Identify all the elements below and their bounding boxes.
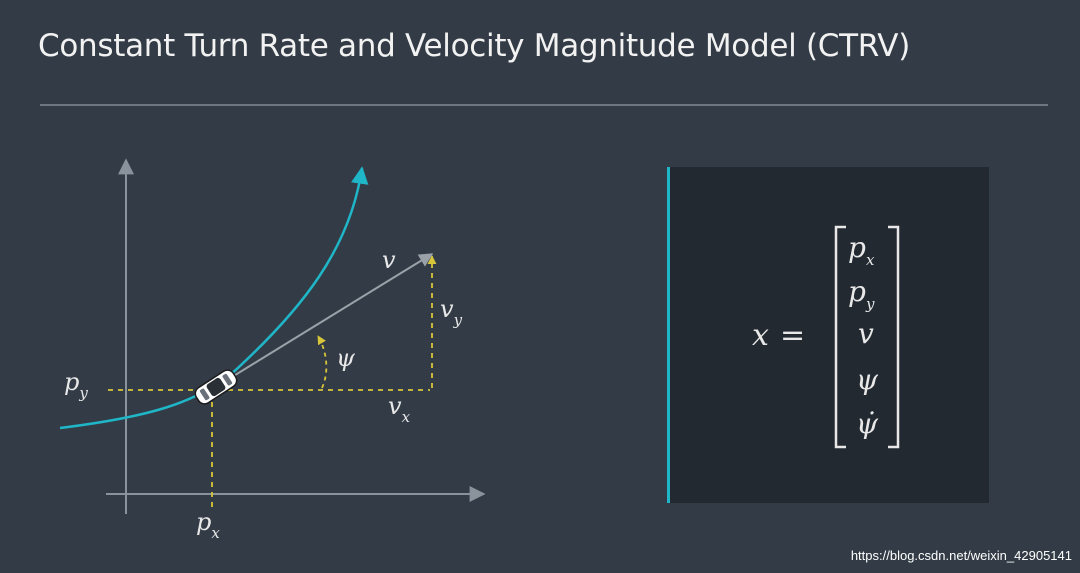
car-icon <box>194 369 238 405</box>
label-vy: vy <box>440 295 463 329</box>
label-vx: vx <box>388 392 411 426</box>
state-vector-equation: x = px py v ψ ψ̇ <box>752 225 900 449</box>
right-bracket <box>888 225 900 449</box>
velocity-vector <box>213 253 434 389</box>
label-px: px <box>196 508 220 542</box>
state-equals: = <box>780 318 805 353</box>
state-lhs: x <box>752 318 769 353</box>
vector-row-px: px <box>848 231 875 269</box>
psi-angle-arc <box>317 335 328 389</box>
label-v: v <box>382 246 396 274</box>
vector-row-psi-dot: ψ̇ <box>856 407 879 440</box>
label-psi: ψ <box>336 344 356 372</box>
vector-row-py: py <box>848 275 875 313</box>
ctrv-diagram: v vy ψ vx py px <box>59 158 486 542</box>
left-bracket <box>834 225 846 449</box>
vector-row-psi: ψ <box>856 363 879 396</box>
state-vector-panel: x = px py v ψ ψ̇ <box>667 167 989 503</box>
title-divider <box>40 104 1048 106</box>
label-py: py <box>64 368 88 402</box>
trajectory-curve <box>59 166 369 430</box>
vector-row-v: v <box>858 317 874 350</box>
watermark-url: https://blog.csdn.net/weixin_42905141 <box>850 548 1072 563</box>
page-title: Constant Turn Rate and Velocity Magnitud… <box>38 28 911 64</box>
